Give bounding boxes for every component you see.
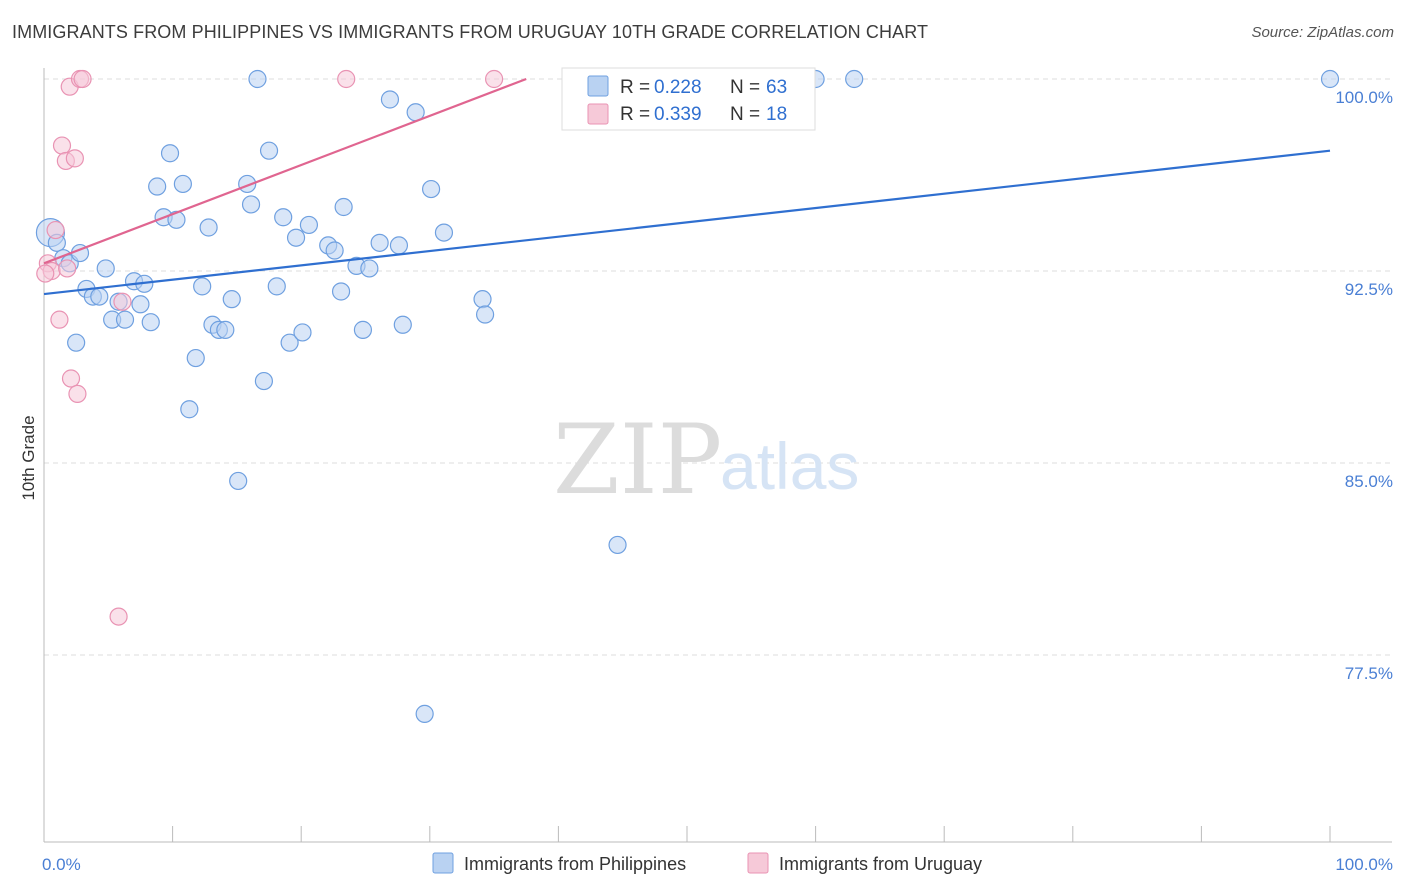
point-1-14 <box>113 292 132 311</box>
point-0-4 <box>67 333 86 352</box>
x-tick-label-1: 100.0% <box>1335 855 1393 874</box>
point-0-41 <box>299 215 319 235</box>
y-tick-label-3: 100.0% <box>1335 88 1393 107</box>
legend-box: R = 0.228 N = 63 R = 0.339 N = 18 <box>561 67 816 131</box>
legend-swatch-uruguay <box>587 103 609 125</box>
point-0-33 <box>248 69 267 89</box>
y-tick-label-2: 92.5% <box>1345 280 1393 299</box>
point-0-29 <box>222 290 241 309</box>
bottom-legend-label-philippines: Immigrants from Philippines <box>464 854 686 874</box>
point-0-49 <box>370 233 389 252</box>
point-0-52 <box>393 315 412 334</box>
point-0-44 <box>331 282 351 301</box>
bottom-legend-swatch-uruguay <box>747 852 769 874</box>
point-0-36 <box>267 277 286 296</box>
legend-n-label-1: N = <box>730 104 760 125</box>
legend-swatch-philippines <box>587 75 609 97</box>
point-0-12 <box>115 310 135 329</box>
point-0-55 <box>421 179 441 199</box>
point-0-61 <box>845 69 864 89</box>
point-1-8 <box>61 369 81 388</box>
y-tick-label-1: 85.0% <box>1345 472 1393 491</box>
point-0-38 <box>280 333 299 352</box>
point-1-3 <box>50 310 69 329</box>
point-0-8 <box>90 287 109 306</box>
y-tick-label-0: 77.5% <box>1345 664 1393 683</box>
point-1-9 <box>65 149 84 168</box>
point-0-54 <box>415 704 434 723</box>
point-1-16 <box>485 69 504 89</box>
point-0-59 <box>608 535 627 555</box>
watermark-atlas: atlas <box>720 429 859 503</box>
series-layer <box>35 69 1340 723</box>
trend-line-1 <box>43 77 527 265</box>
point-0-37 <box>274 208 293 227</box>
point-0-58 <box>475 305 495 324</box>
series-1 <box>36 69 504 626</box>
point-0-16 <box>141 313 160 332</box>
point-1-10 <box>68 384 87 403</box>
bottom-legend-swatch-philippines <box>432 852 454 874</box>
point-0-17 <box>148 177 167 196</box>
point-0-19 <box>160 144 180 163</box>
point-0-25 <box>199 218 218 237</box>
point-1-6 <box>58 259 77 278</box>
point-0-56 <box>434 223 454 242</box>
point-0-50 <box>380 90 400 109</box>
point-0-35 <box>259 141 279 160</box>
point-0-32 <box>241 195 261 214</box>
legend-n-label-0: N = <box>730 77 760 98</box>
point-0-24 <box>193 277 212 296</box>
point-0-57 <box>473 290 492 309</box>
bottom-legend: Immigrants from Philippines Immigrants f… <box>432 852 982 874</box>
point-0-62 <box>1320 69 1340 89</box>
x-tick-labels: 0.0% 100.0% <box>42 855 1393 874</box>
trend-line-0 <box>43 149 1331 296</box>
axes <box>43 68 1392 843</box>
point-1-12 <box>73 69 92 89</box>
legend-r-label-0: R = <box>620 77 650 98</box>
point-1-2 <box>46 220 65 240</box>
point-0-23 <box>186 348 205 368</box>
point-0-21 <box>173 174 192 194</box>
point-0-34 <box>254 371 274 391</box>
point-1-15 <box>337 69 356 89</box>
y-axis-title: 10th Grade <box>19 415 38 500</box>
legend-n-value-0: 63 <box>766 77 787 98</box>
chart-source: Source: ZipAtlas.com <box>1251 24 1394 41</box>
point-0-45 <box>334 197 353 217</box>
watermark: ZIP atlas <box>553 404 859 516</box>
y-tick-labels: 77.5% 85.0% 92.5% 100.0% <box>1335 88 1393 683</box>
point-0-40 <box>293 323 312 342</box>
x-tick-label-0: 0.0% <box>42 855 81 874</box>
point-0-14 <box>131 295 150 314</box>
point-1-13 <box>109 607 128 626</box>
point-0-48 <box>360 259 379 278</box>
bottom-legend-label-uruguay: Immigrants from Uruguay <box>779 854 982 874</box>
legend-r-value-1: 0.339 <box>654 104 702 125</box>
legend-n-value-1: 18 <box>766 104 787 125</box>
point-0-30 <box>229 471 248 491</box>
point-0-47 <box>353 320 373 339</box>
chart-title: IMMIGRANTS FROM PHILIPPINES VS IMMIGRANT… <box>12 22 929 42</box>
point-1-4 <box>52 136 72 155</box>
watermark-zip: ZIP <box>553 404 722 516</box>
point-0-39 <box>286 228 306 247</box>
point-1-17 <box>36 264 55 283</box>
legend-r-label-1: R = <box>620 104 650 125</box>
trend-layer <box>43 77 1331 296</box>
point-0-51 <box>389 236 409 255</box>
point-0-28 <box>216 320 235 339</box>
legend-r-value-0: 0.228 <box>654 77 702 98</box>
point-0-20 <box>167 210 186 229</box>
series-0 <box>35 69 1340 723</box>
point-0-43 <box>325 241 344 260</box>
point-0-22 <box>180 400 199 419</box>
point-0-9 <box>96 259 115 278</box>
